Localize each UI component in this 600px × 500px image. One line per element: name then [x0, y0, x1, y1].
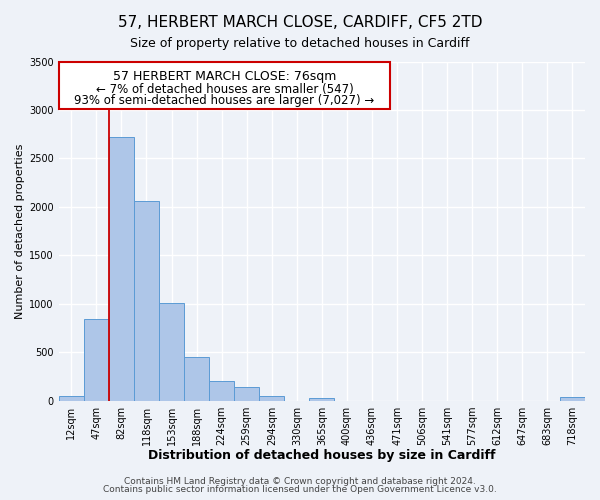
Bar — [209, 380, 234, 401]
Bar — [59, 396, 84, 401]
Text: 57 HERBERT MARCH CLOSE: 76sqm: 57 HERBERT MARCH CLOSE: 76sqm — [113, 70, 336, 84]
Text: Contains public sector information licensed under the Open Government Licence v3: Contains public sector information licen… — [103, 486, 497, 494]
Text: ← 7% of detached houses are smaller (547): ← 7% of detached houses are smaller (547… — [95, 83, 353, 96]
Bar — [560, 397, 585, 401]
Text: Contains HM Land Registry data © Crown copyright and database right 2024.: Contains HM Land Registry data © Crown c… — [124, 477, 476, 486]
Bar — [159, 303, 184, 401]
Bar — [109, 137, 134, 401]
Y-axis label: Number of detached properties: Number of detached properties — [15, 144, 25, 319]
Bar — [184, 357, 209, 401]
Bar — [259, 396, 284, 401]
Text: 57, HERBERT MARCH CLOSE, CARDIFF, CF5 2TD: 57, HERBERT MARCH CLOSE, CARDIFF, CF5 2T… — [118, 15, 482, 30]
Bar — [234, 387, 259, 401]
Bar — [134, 201, 159, 401]
Bar — [84, 318, 109, 401]
X-axis label: Distribution of detached houses by size in Cardiff: Distribution of detached houses by size … — [148, 450, 496, 462]
Bar — [310, 398, 334, 401]
FancyBboxPatch shape — [59, 62, 390, 109]
Text: Size of property relative to detached houses in Cardiff: Size of property relative to detached ho… — [130, 38, 470, 51]
Text: 93% of semi-detached houses are larger (7,027) →: 93% of semi-detached houses are larger (… — [74, 94, 374, 106]
